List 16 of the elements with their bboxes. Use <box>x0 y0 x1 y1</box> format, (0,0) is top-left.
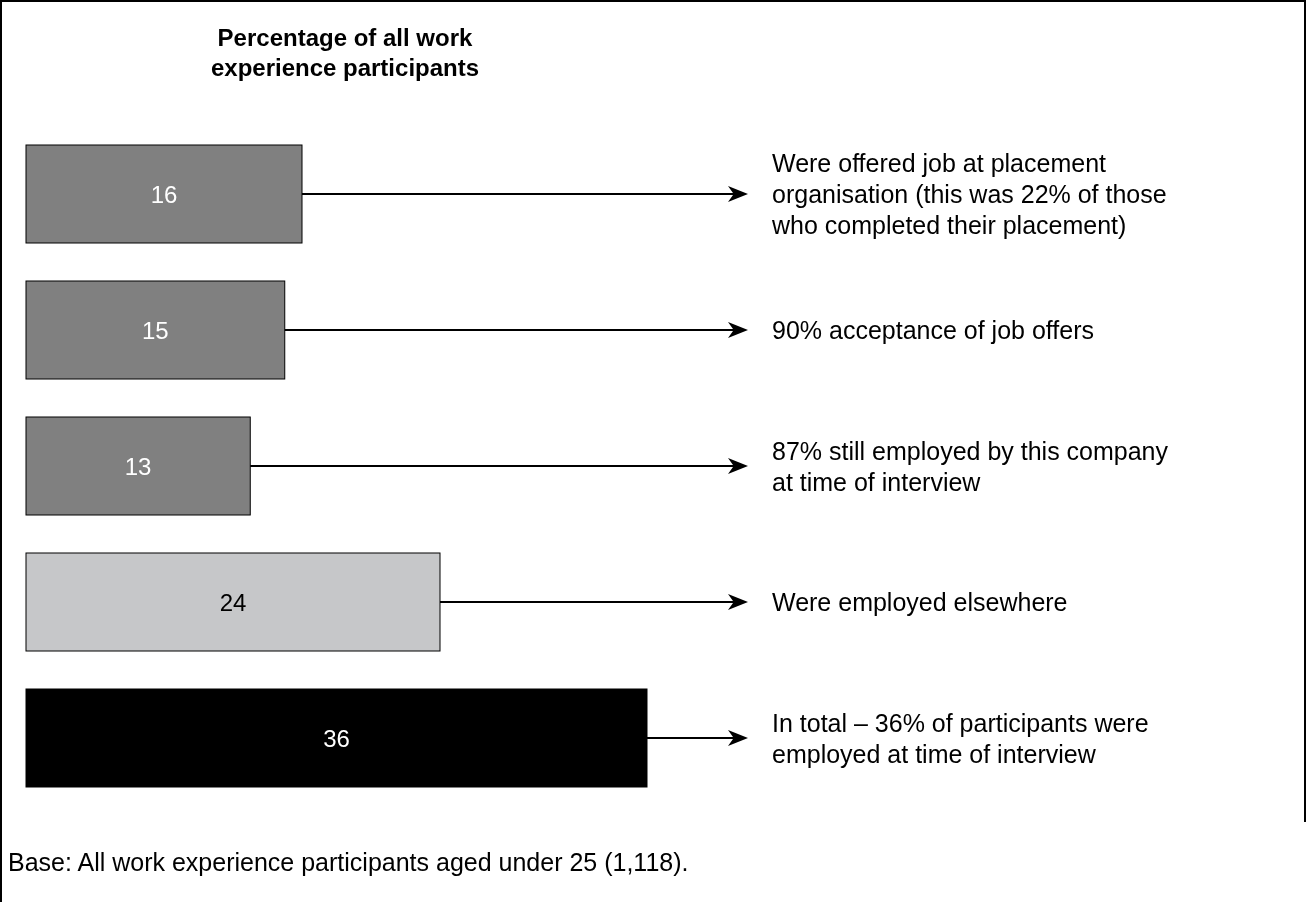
y-tick-label: 87% still employed by this company at time of interview <box>772 436 1169 496</box>
y-tick-label: In total – 36% of participants were employed at time of interview <box>772 708 1149 768</box>
data-label: 15 <box>142 316 169 344</box>
y-tick-label: 90% acceptance of job offers <box>772 316 1094 344</box>
data-label: 13 <box>124 452 152 480</box>
bar <box>25 280 286 380</box>
bar <box>25 552 441 652</box>
chart-title: Percentage of all work experience participants <box>210 23 480 81</box>
data-label: 16 <box>150 180 178 208</box>
data-label: 36 <box>323 724 350 752</box>
text: Base: All work experience participants aged under 25 (1,118). <box>8 848 689 876</box>
bar <box>25 416 251 516</box>
bar <box>25 144 303 244</box>
y-tick-label: Were offered job at placement organisation (this was 22% of those who completed their placement) <box>771 149 1167 239</box>
y-tick-label: Were employed elsewhere <box>772 588 1068 616</box>
data-label: 24 <box>219 588 247 616</box>
